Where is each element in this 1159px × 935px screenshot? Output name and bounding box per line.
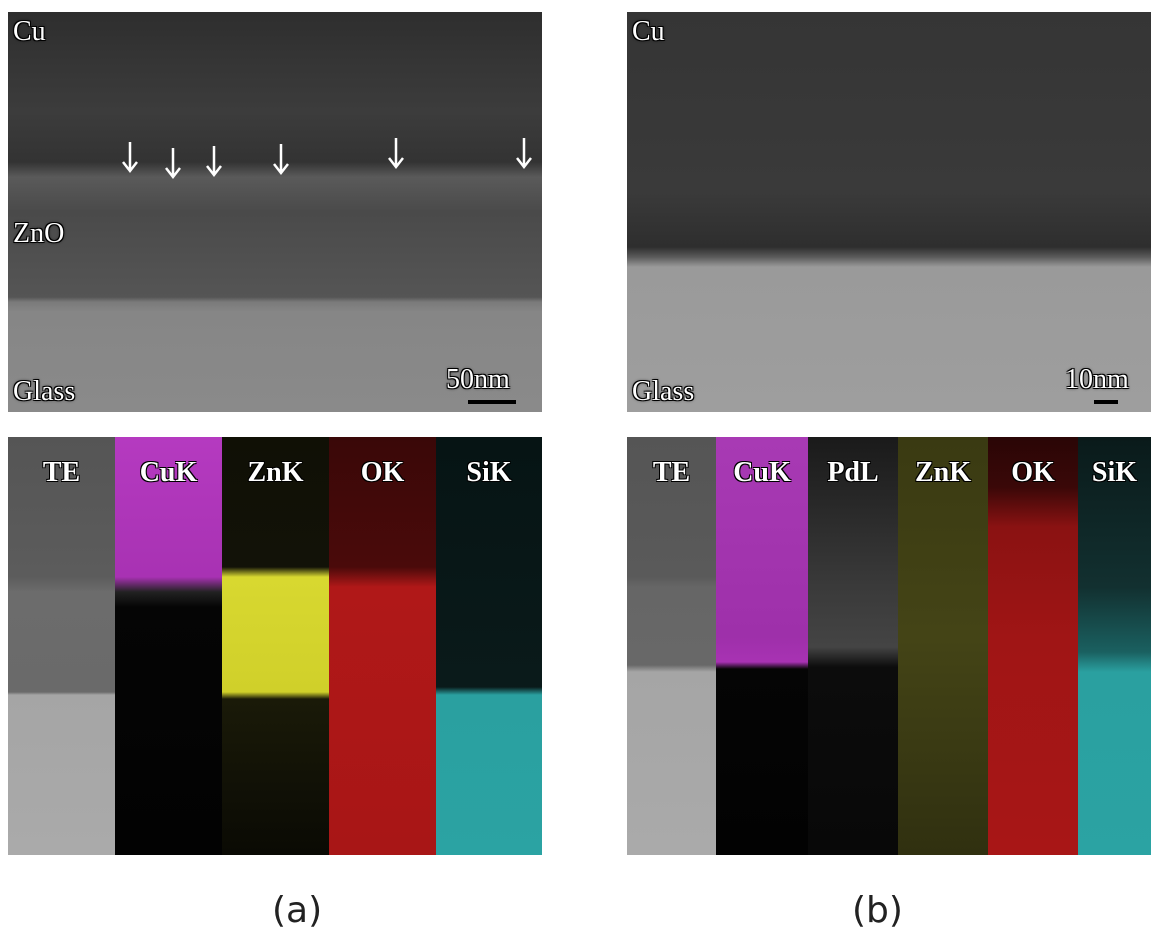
map-label: ZnK bbox=[898, 457, 988, 489]
eds-maps: TE CuK PdL ZnK OK SiK bbox=[627, 437, 1151, 855]
map-strip: OK bbox=[988, 437, 1078, 855]
scale-bar bbox=[1094, 400, 1118, 404]
map-label: SiK bbox=[436, 457, 542, 489]
map-label: CuK bbox=[716, 457, 808, 489]
map-label: OK bbox=[988, 457, 1078, 489]
map-strip: TE bbox=[8, 437, 115, 855]
layer-label: Glass bbox=[13, 376, 75, 408]
panel-caption: (a) bbox=[272, 890, 322, 931]
sem-image: Cu ZnO Glass 50nm bbox=[8, 12, 542, 412]
map-strip: CuK bbox=[115, 437, 222, 855]
layer-label: Cu bbox=[632, 16, 665, 48]
map-strip: SiK bbox=[436, 437, 542, 855]
arrows bbox=[8, 12, 542, 412]
map-label: OK bbox=[329, 457, 436, 489]
map-label: TE bbox=[627, 457, 716, 489]
map-strip: ZnK bbox=[222, 437, 329, 855]
map-strip: PdL bbox=[808, 437, 898, 855]
layer-label: ZnO bbox=[13, 218, 64, 250]
map-label: CuK bbox=[115, 457, 222, 489]
map-label: TE bbox=[8, 457, 115, 489]
panel-caption: (b) bbox=[852, 890, 903, 931]
layer-label: Cu bbox=[13, 16, 46, 48]
map-label: SiK bbox=[1078, 457, 1151, 489]
figure: Cu ZnO Glass 50nm TE CuK ZnK OK SiK Cu G… bbox=[0, 0, 1159, 935]
map-strip: TE bbox=[627, 437, 716, 855]
scale-bar-label: 50nm bbox=[446, 364, 510, 396]
layer-label: Glass bbox=[632, 376, 694, 408]
sem-image: Cu Glass 10nm bbox=[627, 12, 1151, 412]
map-strip: SiK bbox=[1078, 437, 1151, 855]
eds-maps: TE CuK ZnK OK SiK bbox=[8, 437, 542, 855]
map-label: ZnK bbox=[222, 457, 329, 489]
map-strip: OK bbox=[329, 437, 436, 855]
map-label: PdL bbox=[808, 457, 898, 489]
scale-bar-label: 10nm bbox=[1065, 364, 1129, 396]
scale-bar bbox=[468, 400, 516, 404]
map-strip: ZnK bbox=[898, 437, 988, 855]
map-strip: CuK bbox=[716, 437, 808, 855]
